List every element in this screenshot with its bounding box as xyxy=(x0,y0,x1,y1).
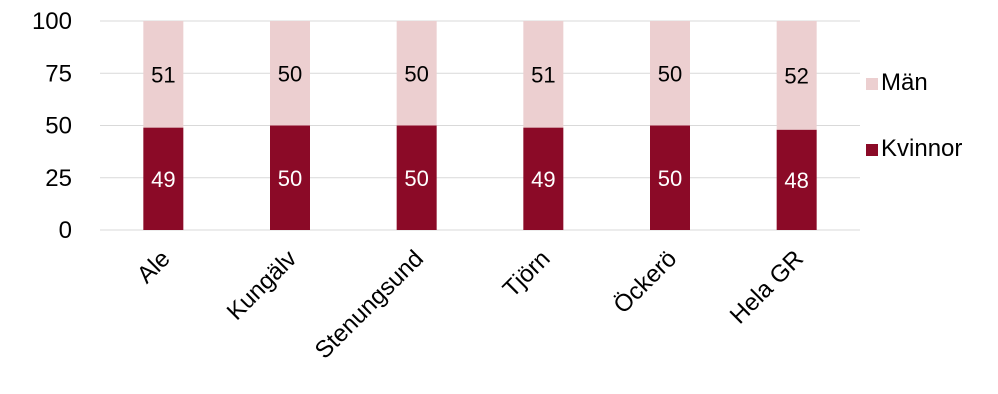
x-category-label: Tjörn xyxy=(498,245,556,303)
legend: Män Kvinnor xyxy=(866,69,962,162)
y-tick-label: 50 xyxy=(45,113,72,140)
x-category-label: Öckerö xyxy=(608,245,682,319)
y-axis-tick-labels: 0 25 50 75 100 xyxy=(32,8,72,244)
x-category-label: Ale xyxy=(132,245,176,289)
x-category-label: Stenungsund xyxy=(310,245,429,364)
data-label: 48 xyxy=(784,168,808,193)
x-category-label: Hela GR xyxy=(725,245,809,329)
data-label: 50 xyxy=(658,166,682,191)
bar-segment-kvinnor xyxy=(523,127,564,230)
bar-segment-kvinnor xyxy=(650,125,690,230)
bar-segment-kvinnor xyxy=(143,127,184,230)
y-tick-label: 75 xyxy=(45,60,72,87)
bar-segment-män xyxy=(776,21,817,130)
data-label: 49 xyxy=(151,167,175,192)
gridlines xyxy=(100,20,860,231)
bar-segment-kvinnor xyxy=(776,129,817,230)
legend-label-kvinnor: Kvinnor xyxy=(881,135,962,162)
data-label: 50 xyxy=(404,166,428,191)
legend-label-män: Män xyxy=(881,69,928,96)
bar-segment-kvinnor xyxy=(396,125,437,230)
x-category-label: Kungälv xyxy=(222,245,302,325)
bar-segment-män xyxy=(396,21,437,126)
data-label: 50 xyxy=(278,61,302,86)
data-label: 50 xyxy=(404,61,428,86)
bar-segment-kvinnor xyxy=(270,125,310,230)
data-label: 51 xyxy=(531,62,555,87)
y-tick-label: 0 xyxy=(59,217,72,244)
bar-segment-män xyxy=(143,21,184,128)
y-tick-label: 25 xyxy=(45,165,72,192)
legend-swatch-kvinnor xyxy=(866,144,878,156)
y-tick-label: 100 xyxy=(32,8,72,35)
bar-group: 49 51 50 50 50 50 49 51 50 50 48 52 xyxy=(143,21,817,230)
data-label: 51 xyxy=(151,62,175,87)
x-axis-category-labels: Ale Kungälv Stenungsund Tjörn Öckerö Hela GR xyxy=(132,245,809,364)
bar-segment-män xyxy=(523,21,564,128)
bar-segment-män xyxy=(270,21,310,126)
data-label: 50 xyxy=(278,166,302,191)
bar-segment-män xyxy=(650,21,690,126)
data-label: 49 xyxy=(531,167,555,192)
legend-swatch-män xyxy=(866,78,878,90)
data-label: 50 xyxy=(658,61,682,86)
data-label: 52 xyxy=(784,63,808,88)
